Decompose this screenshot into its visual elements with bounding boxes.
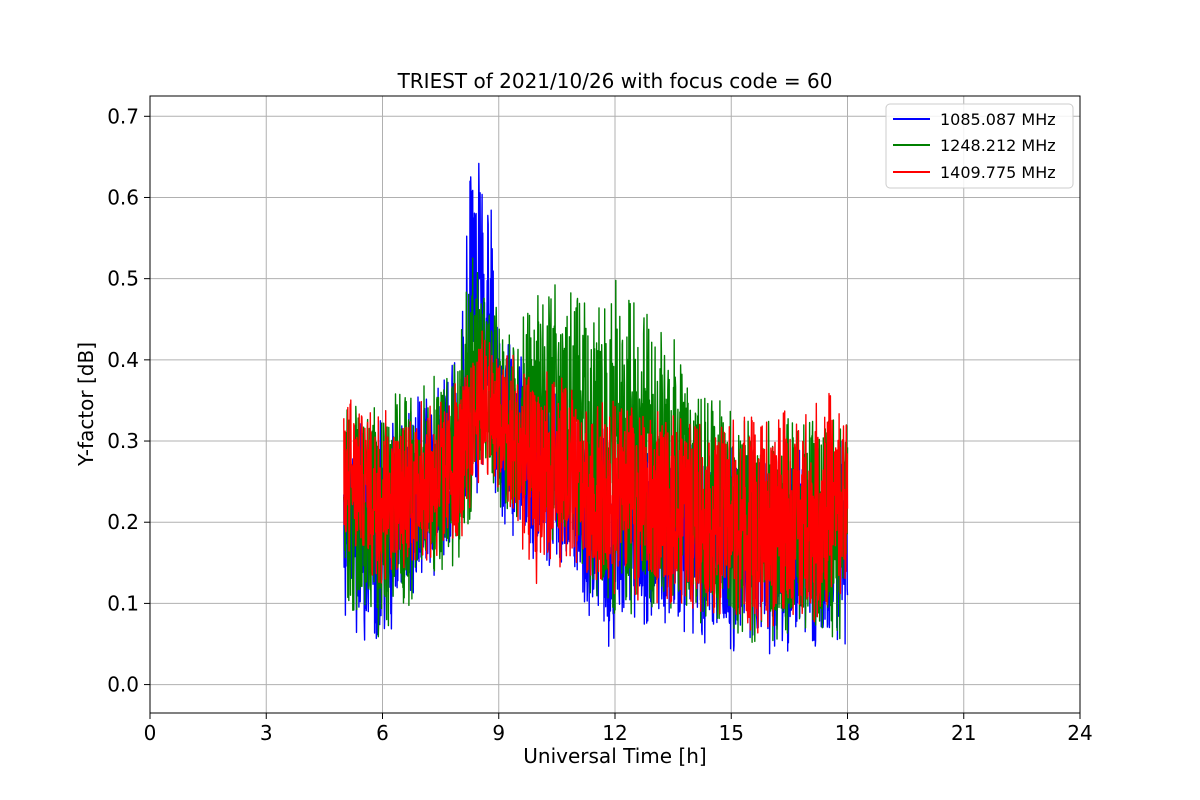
x-tick-label-6: 18 bbox=[835, 721, 860, 745]
y-tick-label-7: 0.7 bbox=[107, 104, 139, 128]
y-tick-label-1: 0.1 bbox=[107, 591, 139, 615]
y-tick-label-2: 0.2 bbox=[107, 510, 139, 534]
x-tick-label-1: 3 bbox=[260, 721, 273, 745]
axis-ticks: 0 3 6 9 12 15 18 21 24 0.0 0.1 0.2 0.3 0.4 0.5 0.6 0.7 bbox=[107, 104, 1093, 745]
legend-box bbox=[885, 103, 1074, 189]
chart-title: TRIEST of 2021/10/26 with focus code = 6… bbox=[397, 69, 833, 93]
x-tick-label-8: 24 bbox=[1067, 721, 1092, 745]
x-axis-label: Universal Time [h] bbox=[523, 744, 706, 768]
legend: 1085.087 MHz 1248.212 MHz 1409.775 MHz bbox=[885, 103, 1074, 189]
y-tick-label-6: 0.6 bbox=[107, 185, 139, 209]
legend-label-1248-mhz: 1248.212 MHz bbox=[940, 136, 1056, 155]
x-tick-label-4: 12 bbox=[602, 721, 627, 745]
y-tick-label-0: 0.0 bbox=[107, 673, 139, 697]
series-line-2 bbox=[343, 330, 849, 634]
x-tick-label-0: 0 bbox=[144, 721, 157, 745]
x-tick-label-7: 21 bbox=[951, 721, 976, 745]
y-tick-label-4: 0.4 bbox=[107, 348, 139, 372]
x-tick-label-2: 6 bbox=[376, 721, 389, 745]
legend-label-1409-mhz: 1409.775 MHz bbox=[940, 163, 1056, 182]
x-tick-label-3: 9 bbox=[492, 721, 505, 745]
plot-series bbox=[343, 162, 849, 655]
y-axis-label: Y-factor [dB] bbox=[74, 342, 98, 467]
x-tick-label-5: 15 bbox=[719, 721, 744, 745]
y-tick-label-5: 0.5 bbox=[107, 267, 139, 291]
y-tick-label-3: 0.3 bbox=[107, 429, 139, 453]
legend-label-1085-mhz: 1085.087 MHz bbox=[940, 110, 1056, 129]
